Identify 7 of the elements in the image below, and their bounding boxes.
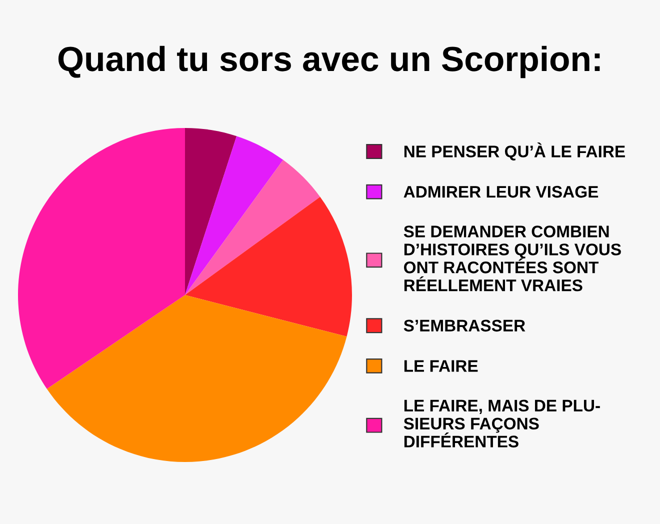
legend-label: LE FAIRE <box>404 360 478 372</box>
legend-label: S’EMBRASSER <box>404 320 526 332</box>
legend-label: SE DEMANDER COMBIEN D’HISTOIRES QU’ILS VOUS ONT RACONTÉES SONT RÉELLEMENT VRAIES <box>404 226 621 292</box>
chart-title: Quand tu sors avec un Scorpion: <box>58 46 600 78</box>
legend-label: LE FAIRE, MAIS DE PLU- SIEURS FAÇONS DIFFÉRENTES <box>404 400 600 448</box>
legend-label: NE PENSER QU’À LE FAIRE <box>404 142 625 161</box>
legend-label: ADMIRER LEUR VISAGE <box>404 186 598 198</box>
